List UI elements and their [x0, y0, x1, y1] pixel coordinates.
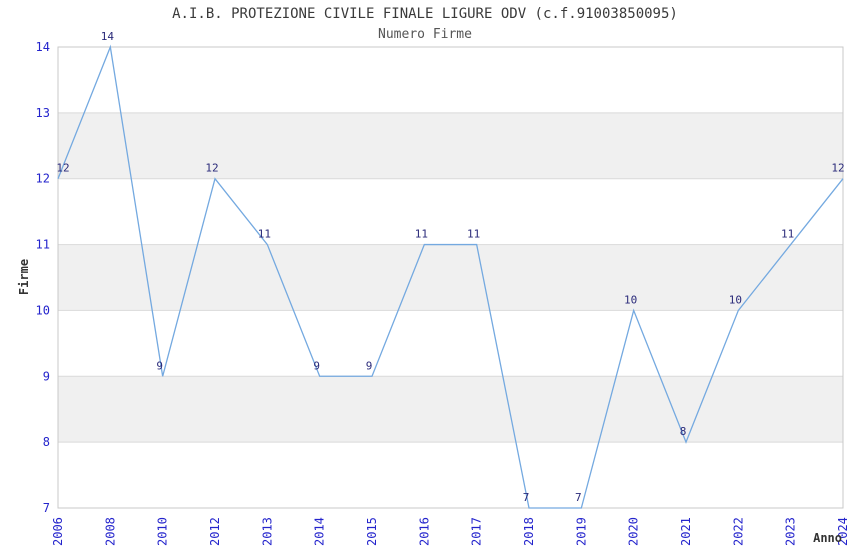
- y-tick-label: 9: [43, 369, 50, 383]
- point-label: 10: [624, 293, 637, 306]
- point-label: 12: [56, 162, 69, 175]
- point-label: 11: [467, 228, 480, 241]
- point-label: 11: [258, 228, 271, 241]
- point-label: 9: [313, 359, 320, 372]
- chart-subtitle: Numero Firme: [378, 27, 472, 42]
- point-label: 7: [575, 491, 582, 504]
- y-tick-label: 11: [36, 238, 50, 252]
- point-label: 12: [205, 162, 218, 175]
- x-tick-label: 2019: [574, 517, 588, 546]
- plot-border: [57, 46, 844, 509]
- x-tick-label: 2021: [679, 517, 693, 546]
- x-tick-label: 2012: [208, 517, 222, 546]
- x-tick-label: 2015: [365, 517, 379, 546]
- x-tick-label: 2008: [103, 517, 117, 546]
- point-label: 7: [523, 491, 530, 504]
- grid-band: [58, 244, 843, 311]
- x-tick-label: 2018: [522, 517, 536, 546]
- x-tick-label: 2014: [313, 517, 327, 546]
- point-label: 14: [101, 30, 115, 43]
- x-tick-label: 2013: [260, 517, 274, 546]
- point-label: 9: [366, 359, 373, 372]
- point-label: 8: [680, 425, 687, 438]
- y-tick-label: 13: [36, 106, 50, 120]
- y-tick-label: 10: [36, 303, 50, 317]
- x-tick-label: 2022: [731, 517, 745, 546]
- chart-title: A.I.B. PROTEZIONE CIVILE FINALE LIGURE O…: [172, 6, 678, 22]
- y-tick-label: 14: [36, 40, 50, 54]
- y-axis-title: Firme: [17, 258, 31, 296]
- point-label: 9: [156, 359, 163, 372]
- x-tick-label: 2023: [784, 517, 798, 546]
- grid-band: [58, 376, 843, 443]
- point-label: 11: [415, 228, 428, 241]
- y-tick-label: 12: [36, 172, 50, 186]
- x-tick-label: 2020: [627, 517, 641, 546]
- x-tick-label: 2006: [51, 517, 65, 546]
- x-axis-title: Anno: [813, 531, 842, 545]
- point-label: 10: [729, 293, 742, 306]
- x-tick-label: 2024: [836, 517, 850, 546]
- x-tick-label: 2017: [470, 517, 484, 546]
- grid-band: [58, 112, 843, 179]
- data-line: [57, 44, 844, 509]
- y-tick-label: 7: [43, 501, 50, 515]
- x-tick-label: 2010: [156, 517, 170, 546]
- point-label: 11: [781, 228, 794, 241]
- point-label: 12: [831, 162, 844, 175]
- x-tick-label: 2016: [417, 517, 431, 546]
- y-tick-label: 8: [43, 435, 50, 449]
